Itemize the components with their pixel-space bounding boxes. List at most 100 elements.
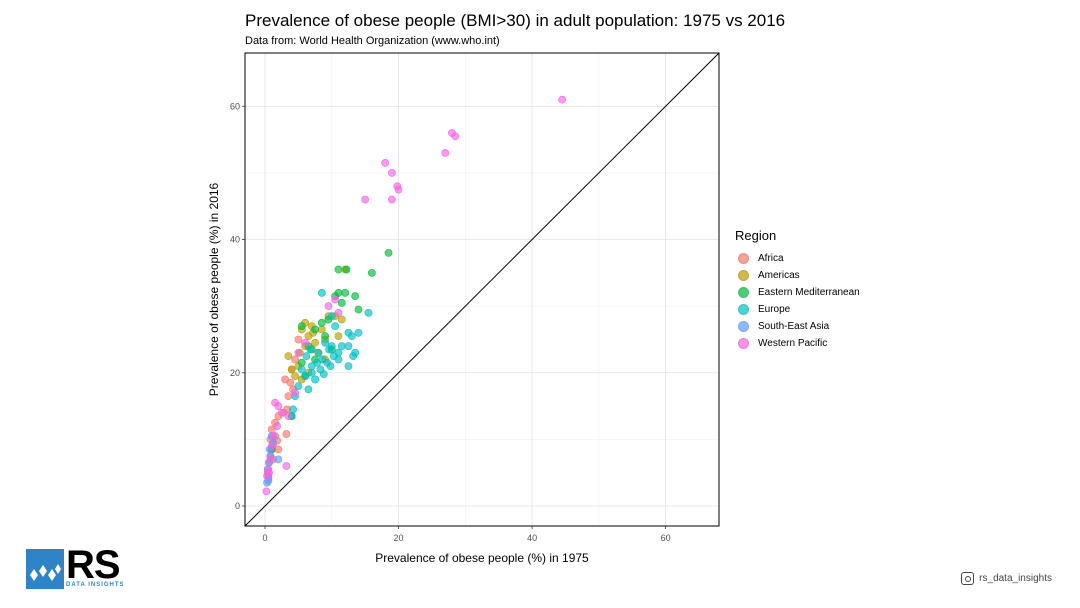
data-point bbox=[337, 298, 346, 307]
data-point bbox=[384, 248, 393, 257]
data-point bbox=[307, 362, 316, 371]
data-point bbox=[311, 375, 319, 384]
data-point bbox=[321, 338, 330, 347]
y-tick-label: 60 bbox=[230, 101, 240, 111]
data-point bbox=[274, 445, 283, 454]
data-point bbox=[337, 315, 346, 324]
data-point bbox=[266, 455, 275, 464]
data-point bbox=[334, 288, 343, 297]
data-point bbox=[334, 348, 343, 357]
data-point bbox=[287, 365, 296, 374]
data-point bbox=[331, 322, 340, 331]
data-point bbox=[282, 462, 291, 470]
data-point bbox=[294, 348, 303, 357]
data-point bbox=[291, 355, 299, 364]
data-point bbox=[341, 288, 350, 297]
data-point bbox=[327, 312, 336, 321]
data-point bbox=[297, 322, 306, 331]
data-point bbox=[301, 338, 309, 347]
data-point bbox=[327, 342, 336, 351]
data-point bbox=[301, 372, 309, 381]
instagram-credit[interactable]: rs_data_insights bbox=[961, 572, 1052, 585]
legend-item: Western Pacific bbox=[735, 335, 860, 352]
legend-item: Africa bbox=[735, 250, 860, 267]
data-point bbox=[451, 132, 460, 141]
data-point bbox=[304, 385, 313, 394]
data-point bbox=[367, 268, 376, 277]
data-point bbox=[334, 265, 343, 274]
data-point bbox=[344, 362, 353, 371]
data-point bbox=[267, 442, 276, 450]
data-point bbox=[317, 288, 326, 297]
y-tick-label: 40 bbox=[230, 235, 240, 245]
legend-label: South-East Asia bbox=[758, 321, 830, 332]
data-point bbox=[286, 378, 295, 387]
data-point bbox=[274, 455, 283, 464]
data-point bbox=[331, 295, 340, 304]
instagram-icon bbox=[961, 572, 975, 585]
legend-label: Americas bbox=[758, 270, 800, 281]
data-point bbox=[297, 365, 306, 374]
legend-item: Eastern Mediterranean bbox=[735, 284, 860, 301]
data-point bbox=[334, 308, 343, 317]
identity-line bbox=[244, 52, 720, 527]
data-point bbox=[284, 352, 293, 361]
y-tick-label: 0 bbox=[235, 501, 240, 511]
data-point bbox=[354, 305, 363, 314]
data-point bbox=[342, 265, 351, 274]
y-axis-label: Prevalence of obese people (%) in 2016 bbox=[207, 182, 221, 396]
data-point bbox=[326, 362, 335, 371]
legend-item: Europe bbox=[735, 301, 860, 318]
x-tick-label: 60 bbox=[661, 533, 671, 543]
data-point bbox=[297, 358, 306, 367]
legend-key bbox=[738, 287, 749, 298]
chart-subtitle: Data from: World Health Organization (ww… bbox=[245, 35, 500, 47]
x-tick-label: 0 bbox=[263, 533, 268, 543]
data-point bbox=[262, 487, 271, 496]
data-point bbox=[314, 348, 323, 357]
data-point bbox=[387, 195, 396, 204]
rs-logo: RS DATA INSIGHTS bbox=[26, 543, 126, 591]
data-point bbox=[306, 345, 315, 354]
data-point bbox=[307, 368, 316, 377]
data-point bbox=[302, 352, 311, 361]
data-point bbox=[291, 388, 299, 397]
legend-label: Western Pacific bbox=[758, 338, 828, 349]
data-point bbox=[387, 169, 396, 177]
chart-title: Prevalence of obese people (BMI>30) in a… bbox=[245, 11, 786, 30]
instagram-handle: rs_data_insights bbox=[979, 573, 1052, 584]
data-point bbox=[274, 402, 283, 410]
data-point bbox=[364, 308, 373, 317]
data-point bbox=[381, 159, 390, 167]
data-point bbox=[317, 318, 326, 327]
data-point bbox=[558, 95, 567, 104]
data-point bbox=[441, 149, 450, 157]
data-point bbox=[321, 332, 330, 341]
legend-key bbox=[738, 270, 749, 281]
data-point bbox=[269, 432, 277, 440]
data-point bbox=[317, 325, 326, 334]
legend-item: Americas bbox=[735, 267, 860, 284]
legend-label: Europe bbox=[758, 304, 791, 315]
legend-title: Region bbox=[735, 228, 777, 243]
data-point bbox=[334, 332, 343, 341]
legend-key bbox=[738, 304, 749, 315]
logo-subtext: DATA INSIGHTS bbox=[66, 582, 125, 588]
data-point bbox=[284, 392, 293, 400]
data-point bbox=[294, 382, 303, 390]
data-point bbox=[324, 302, 333, 311]
legend-key bbox=[738, 253, 749, 264]
data-point bbox=[294, 335, 303, 344]
data-point bbox=[291, 372, 299, 381]
data-point bbox=[311, 338, 319, 347]
data-point bbox=[334, 355, 343, 364]
data-point bbox=[265, 468, 273, 477]
data-point bbox=[284, 412, 293, 420]
data-point bbox=[337, 342, 346, 351]
data-point bbox=[347, 332, 356, 341]
data-point bbox=[282, 430, 291, 438]
logo-diamonds-icon bbox=[26, 549, 64, 589]
data-point bbox=[351, 292, 360, 301]
x-tick-label: 20 bbox=[394, 533, 404, 543]
